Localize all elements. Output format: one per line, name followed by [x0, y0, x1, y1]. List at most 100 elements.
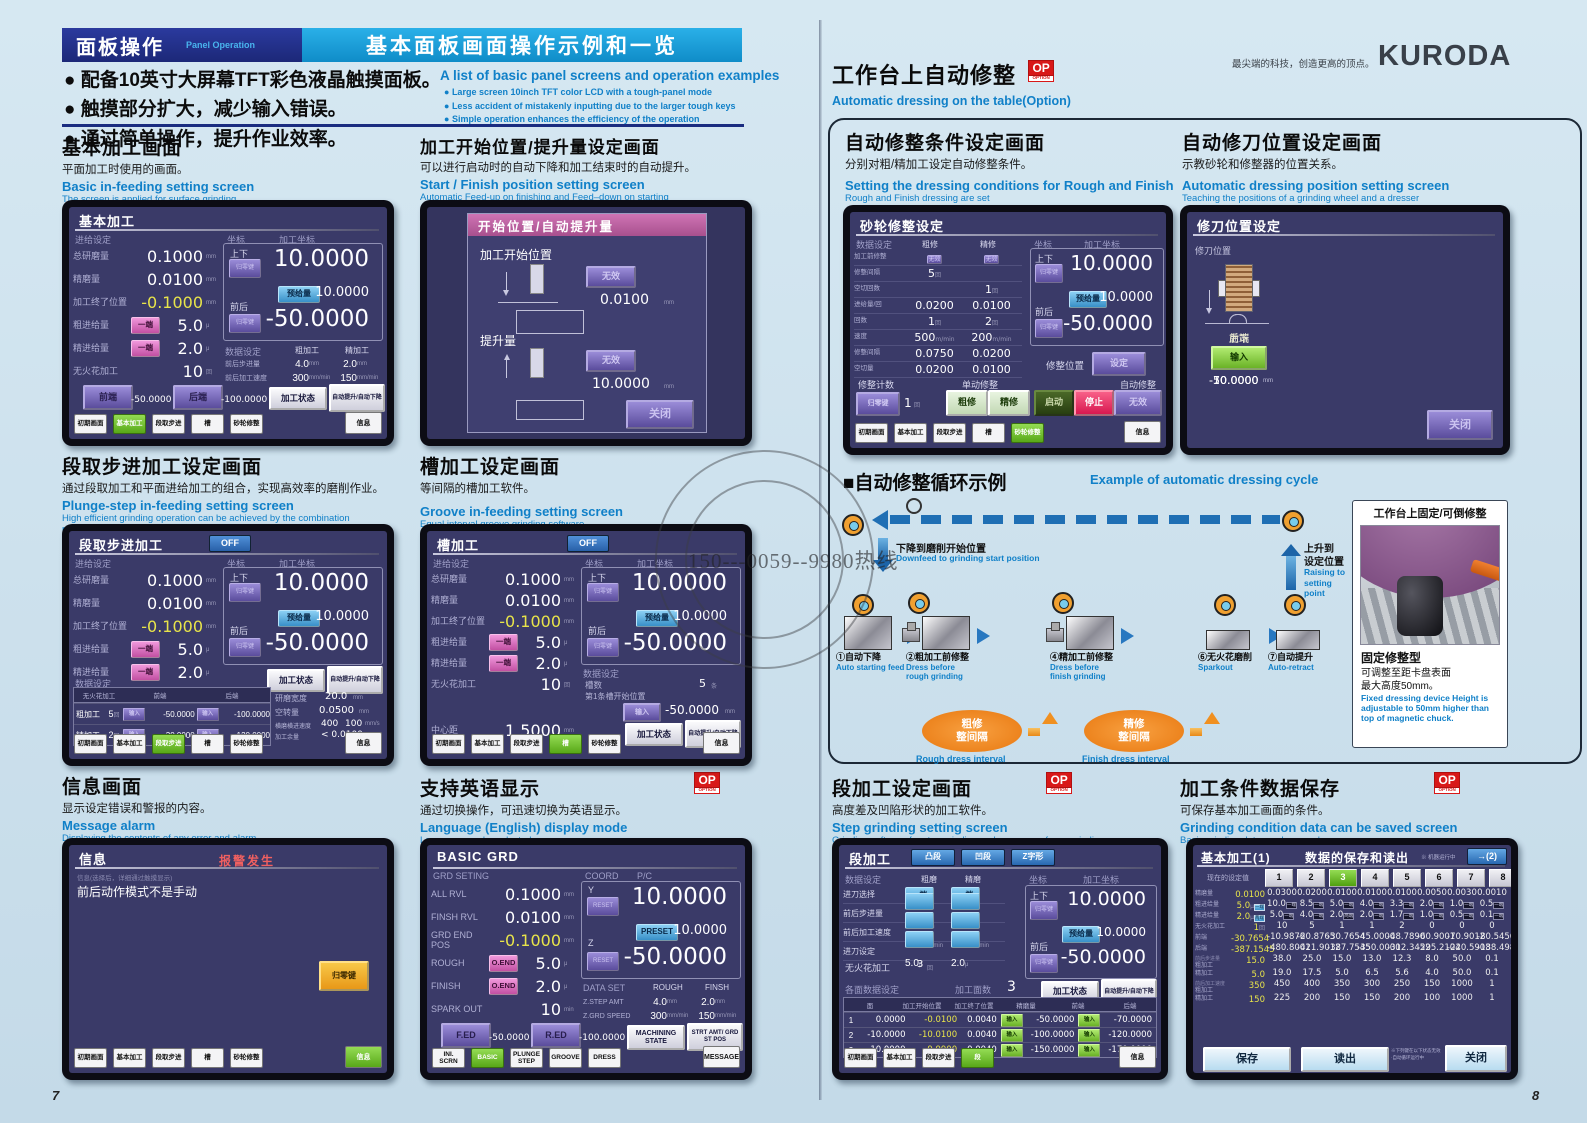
memory-slot-tab[interactable]: 2: [1297, 869, 1325, 887]
preset-button[interactable]: 预给量: [278, 286, 320, 303]
end-select-button[interactable]: 一端: [1285, 902, 1297, 909]
end-select-button[interactable]: 一端: [1313, 913, 1325, 920]
screen-tab[interactable]: 段取步进: [152, 1048, 185, 1068]
input-button[interactable]: 输入: [1000, 1028, 1023, 1042]
close-button[interactable]: 关闭: [1445, 1045, 1507, 1072]
end-select-button[interactable]: [951, 912, 980, 929]
info-tab[interactable]: 信息: [345, 412, 382, 434]
screen-tab[interactable]: 初期画面: [74, 414, 107, 434]
screen-tab[interactable]: 砂轮修整: [1011, 423, 1044, 443]
input-button[interactable]: 输入: [1000, 1013, 1023, 1027]
one-end-button[interactable]: O.END: [489, 978, 518, 995]
info-tab[interactable]: 信息: [345, 1046, 382, 1068]
off-button[interactable]: OFF: [567, 535, 609, 552]
screen-tab[interactable]: 初期画面: [855, 423, 888, 443]
screen-tab[interactable]: 基本加工: [113, 414, 146, 434]
close-button[interactable]: 关闭: [626, 400, 694, 429]
preset-button[interactable]: PRESET: [636, 924, 678, 941]
end-select-button[interactable]: 一端: [1254, 904, 1265, 911]
disable-button[interactable]: 无效: [927, 254, 942, 264]
zero-reset-button[interactable]: 归零键: [229, 259, 261, 278]
end-select-button[interactable]: 一端: [1463, 913, 1475, 920]
zero-reset-button[interactable]: 归零键: [1030, 954, 1058, 973]
rough-dress-button[interactable]: 粗修: [946, 390, 988, 416]
memory-slot-tab[interactable]: 3: [1329, 869, 1357, 887]
machining-state-button[interactable]: 加工状态: [269, 387, 327, 410]
screen-tab[interactable]: 初期画面: [844, 1048, 877, 1068]
screen-tab[interactable]: 基本加工: [894, 423, 927, 443]
info-tab[interactable]: MESSAGE: [703, 1046, 740, 1068]
memory-slot-tab[interactable]: 7: [1457, 869, 1485, 887]
screen-tab[interactable]: 槽: [191, 414, 224, 434]
end-select-button[interactable]: 一端: [1463, 902, 1475, 909]
disable-button[interactable]: 无效: [586, 350, 636, 372]
end-select-button[interactable]: 一端: [1373, 913, 1385, 920]
reset-button[interactable]: RESET: [587, 897, 619, 916]
info-tab[interactable]: 信息: [345, 732, 382, 754]
screen-tab[interactable]: 基本加工: [113, 734, 146, 754]
start-button[interactable]: 启动: [1034, 390, 1074, 416]
end-select-button[interactable]: 一端: [1373, 902, 1385, 909]
zero-reset-button[interactable]: 归零键: [587, 638, 619, 657]
auto-dress-disable-button[interactable]: 无效: [1114, 390, 1162, 416]
screen-tab[interactable]: 槽: [549, 734, 582, 754]
screen-tab[interactable]: 基本加工: [471, 734, 504, 754]
end-select-button[interactable]: 一端: [1493, 902, 1505, 909]
end-select-button[interactable]: 一端: [1283, 913, 1295, 920]
memory-slot-tab[interactable]: 6: [1425, 869, 1453, 887]
preset-button[interactable]: 预给量: [1069, 291, 1107, 308]
machining-state-button[interactable]: 加工状态: [625, 723, 683, 746]
end-select-button[interactable]: 一端: [1493, 913, 1505, 920]
end-select-button[interactable]: [951, 893, 980, 910]
input-button[interactable]: 输入: [1211, 346, 1267, 370]
save-button[interactable]: 保存: [1203, 1047, 1291, 1072]
input-button[interactable]: 输入: [623, 703, 661, 722]
one-end-button[interactable]: 一端: [489, 655, 518, 672]
screen-tab[interactable]: 砂轮修整: [588, 734, 621, 754]
zero-reset-button[interactable]: 归零键: [229, 638, 261, 657]
screen-tab[interactable]: PLUNGE STEP: [510, 1048, 543, 1068]
screen-tab[interactable]: 段取步进: [933, 423, 966, 443]
screen-tab[interactable]: INI. SCRN: [432, 1048, 465, 1068]
zero-reset-button[interactable]: 归零键: [587, 583, 619, 602]
end-select-button[interactable]: [951, 931, 980, 948]
auto-updown-button[interactable]: 自动提升/自动下降: [329, 384, 385, 412]
one-end-button[interactable]: 一端: [131, 664, 160, 681]
end-select-button[interactable]: 一端: [1433, 902, 1445, 909]
set-position-button[interactable]: 设定: [1092, 352, 1146, 376]
close-button[interactable]: 关闭: [1427, 410, 1493, 440]
step-mode-button[interactable]: 凹段: [961, 849, 1005, 866]
zero-reset-button[interactable]: 归零键: [1035, 319, 1063, 338]
reset-key-button[interactable]: 归零键: [319, 961, 369, 991]
screen-tab[interactable]: 段取步进: [152, 414, 185, 434]
step-mode-button[interactable]: 凸段: [911, 849, 955, 866]
off-button[interactable]: OFF: [209, 535, 251, 552]
input-button[interactable]: 输入: [1078, 1013, 1101, 1027]
zero-reset-button[interactable]: 归零键: [1035, 264, 1063, 283]
memory-slot-tab[interactable]: 8: [1489, 869, 1511, 887]
stop-button[interactable]: 停止: [1074, 390, 1114, 416]
one-end-button[interactable]: 一端: [131, 641, 160, 658]
screen-tab[interactable]: BASIC: [471, 1048, 504, 1068]
auto-updown-button[interactable]: 自动提升/自动下降: [327, 666, 383, 694]
step-mode-button[interactable]: Z字形: [1011, 849, 1055, 866]
reset-button[interactable]: RESET: [587, 952, 619, 971]
zero-reset-button[interactable]: 归零键: [229, 583, 261, 602]
count-reset-button[interactable]: 归零键: [856, 392, 900, 416]
screen-tab[interactable]: 初期画面: [74, 734, 107, 754]
load-button[interactable]: 读出: [1301, 1047, 1389, 1072]
input-button[interactable]: 输入: [196, 707, 219, 721]
screen-tab[interactable]: GROOVE: [549, 1048, 582, 1068]
input-button[interactable]: 输入: [1078, 1028, 1101, 1042]
one-end-button[interactable]: 一端: [131, 317, 160, 334]
screen-tab[interactable]: 基本加工: [883, 1048, 916, 1068]
end-select-button[interactable]: [905, 893, 934, 910]
screen-tab[interactable]: 基本加工: [113, 1048, 146, 1068]
disable-button[interactable]: 无效: [984, 254, 999, 264]
screen-tab[interactable]: 槽: [191, 734, 224, 754]
screen-tab[interactable]: 段取步进: [922, 1048, 955, 1068]
screen-tab[interactable]: DRESS: [588, 1048, 621, 1068]
memory-slot-tab[interactable]: 1: [1265, 869, 1293, 887]
memory-slot-tab[interactable]: 4: [1361, 869, 1389, 887]
front-end-button[interactable]: F.ED: [441, 1023, 491, 1048]
